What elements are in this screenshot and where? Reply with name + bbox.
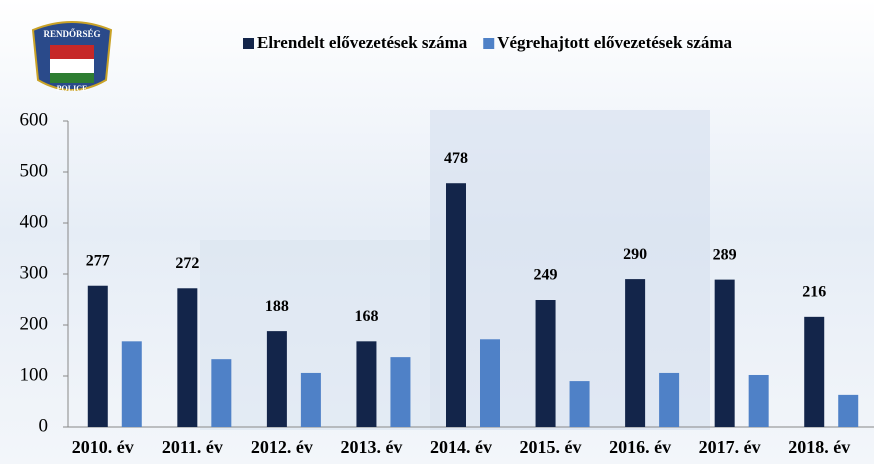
x-tick-label: 2012. év xyxy=(251,437,313,457)
bar xyxy=(570,381,590,427)
logo-stripe xyxy=(50,45,94,59)
chart: RENDŐRSÉG POLICE 0 100 200 300 400 500 600 Elre… xyxy=(0,0,874,464)
y-tick-label: 300 xyxy=(20,262,49,283)
bar xyxy=(301,373,321,427)
bar xyxy=(177,288,197,427)
x-tick-label: 2017. év xyxy=(699,437,761,457)
bar xyxy=(804,317,824,427)
data-label: 216 xyxy=(802,284,826,301)
bar xyxy=(480,339,500,427)
data-label: 290 xyxy=(623,246,647,263)
data-label: 188 xyxy=(265,298,289,315)
bar xyxy=(356,341,376,427)
bar xyxy=(88,286,108,427)
bar xyxy=(267,331,287,427)
data-label: 249 xyxy=(534,267,558,284)
bar xyxy=(446,183,466,427)
x-tick-label: 2013. év xyxy=(340,437,402,457)
bar xyxy=(536,300,556,427)
logo-text: POLICE xyxy=(57,84,88,93)
bar xyxy=(390,357,410,427)
data-label: 289 xyxy=(713,246,737,263)
bar xyxy=(749,375,769,427)
y-tick-label: 600 xyxy=(20,109,49,130)
y-tick-label: 500 xyxy=(20,160,49,181)
x-tick-label: 2018. év xyxy=(788,437,850,457)
x-tick-label: 2016. év xyxy=(609,437,671,457)
data-label: 272 xyxy=(175,255,199,272)
bar xyxy=(659,373,679,427)
x-tick-label: 2015. év xyxy=(520,437,582,457)
data-label: 277 xyxy=(86,252,110,269)
logo-stripe xyxy=(50,59,94,73)
x-tick-label: 2011. év xyxy=(162,437,223,457)
legend-label: Elrendelt elővezetések száma xyxy=(257,33,468,52)
y-tick-label: 200 xyxy=(20,313,49,334)
logo-text: RENDŐRSÉG xyxy=(43,29,100,39)
data-label: 478 xyxy=(444,150,468,167)
legend-swatch xyxy=(243,38,254,49)
bar xyxy=(838,395,858,427)
y-tick-label: 0 xyxy=(39,415,49,436)
bar xyxy=(625,279,645,427)
data-label: 168 xyxy=(354,308,378,325)
bar xyxy=(715,280,735,427)
legend-label: Végrehajtott elővezetések száma xyxy=(497,33,732,52)
y-tick-label: 400 xyxy=(20,211,49,232)
x-tick-label: 2014. év xyxy=(430,437,492,457)
bar xyxy=(211,359,231,427)
bar xyxy=(122,341,142,427)
x-tick-label: 2010. év xyxy=(72,437,134,457)
logo: RENDŐRSÉG POLICE xyxy=(33,22,111,93)
logo-stripe xyxy=(50,73,94,83)
legend-swatch xyxy=(483,38,494,49)
y-tick-label: 100 xyxy=(20,364,49,385)
